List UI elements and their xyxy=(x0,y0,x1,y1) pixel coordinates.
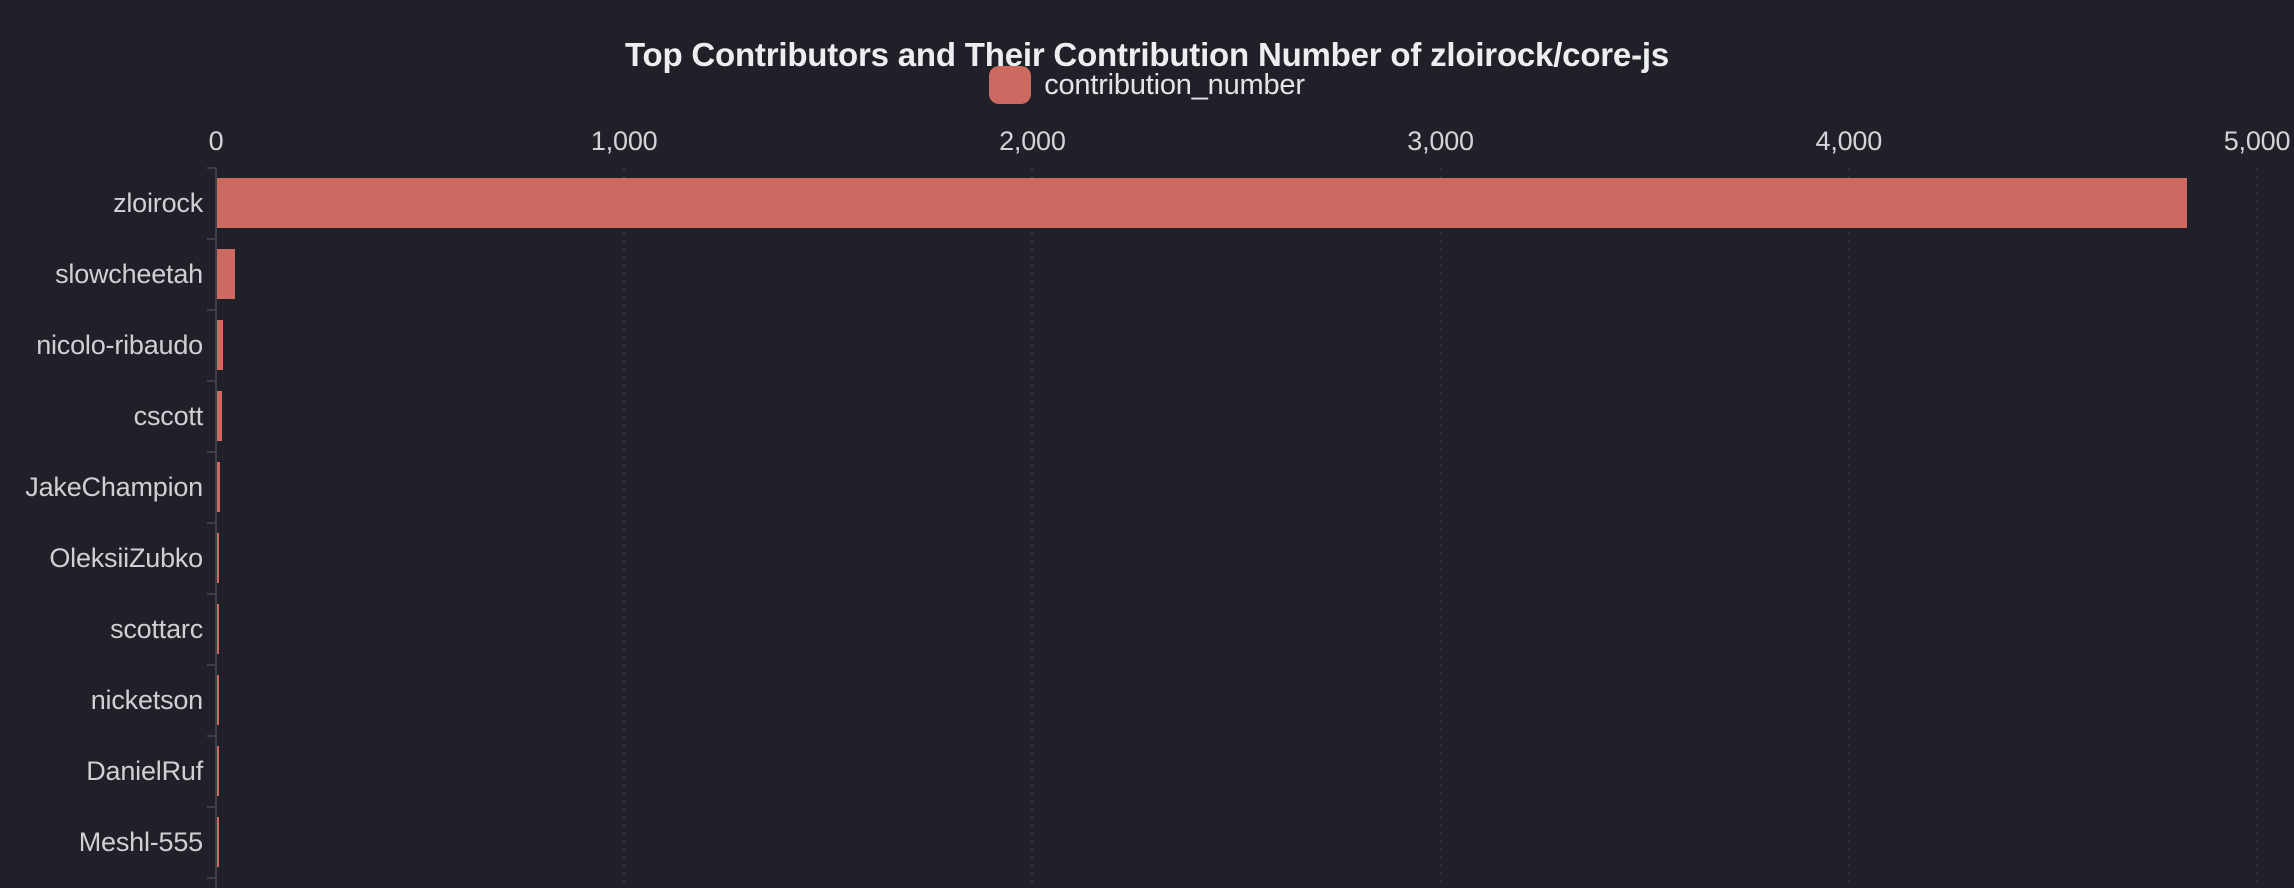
chart-title: Top Contributors and Their Contribution … xyxy=(624,36,1669,73)
y-axis-tick xyxy=(207,521,216,524)
category-label: slowcheetah xyxy=(55,259,203,290)
y-axis-tick xyxy=(207,167,216,169)
gridline xyxy=(1031,168,1034,888)
bar xyxy=(217,320,224,371)
gridline xyxy=(2256,168,2258,888)
bar xyxy=(217,604,220,655)
y-axis-tick xyxy=(207,450,216,453)
x-axis-tick-label: 1,000 xyxy=(590,126,658,156)
bar xyxy=(217,675,220,726)
x-axis-tick-label: 4,000 xyxy=(1815,126,1883,156)
category-label: nicketson xyxy=(90,685,203,716)
y-axis-tick xyxy=(207,663,216,666)
bar xyxy=(217,249,236,300)
category-label: OleksiiZubko xyxy=(49,543,203,574)
y-axis-tick xyxy=(207,734,216,737)
legend-label[interactable]: contribution_number xyxy=(1044,68,1305,101)
category-label: scottarc xyxy=(110,614,203,645)
category-label: zloirock xyxy=(113,188,203,219)
y-axis-line xyxy=(215,168,217,888)
bar xyxy=(217,817,219,868)
bar xyxy=(217,462,220,513)
legend: contribution_number xyxy=(0,64,2294,106)
bar xyxy=(217,178,2187,229)
y-axis-tick xyxy=(207,805,216,808)
y-axis-tick xyxy=(207,876,216,879)
category-label: Meshl-555 xyxy=(78,827,203,858)
x-axis-tick-label: 0 xyxy=(208,126,224,156)
y-axis-tick xyxy=(207,592,216,595)
x-axis-tick-label: 3,000 xyxy=(1407,126,1474,156)
gridline xyxy=(1847,168,1850,888)
category-label: DanielRuf xyxy=(86,756,203,787)
gridline xyxy=(623,168,626,888)
x-axis-tick-label: 5,000 xyxy=(2223,126,2291,156)
legend-swatch-icon[interactable] xyxy=(989,66,1032,104)
category-label: cscott xyxy=(133,401,204,432)
bar xyxy=(217,533,220,584)
y-axis-tick xyxy=(207,308,216,311)
bar xyxy=(217,746,219,797)
gridline xyxy=(1439,168,1442,888)
bar xyxy=(217,391,223,442)
category-label: JakeChampion xyxy=(25,472,203,503)
y-axis-tick xyxy=(207,237,216,240)
category-label: nicolo-ribaudo xyxy=(36,330,203,361)
x-axis-tick-label: 2,000 xyxy=(999,126,1066,156)
y-axis-tick xyxy=(207,379,216,382)
